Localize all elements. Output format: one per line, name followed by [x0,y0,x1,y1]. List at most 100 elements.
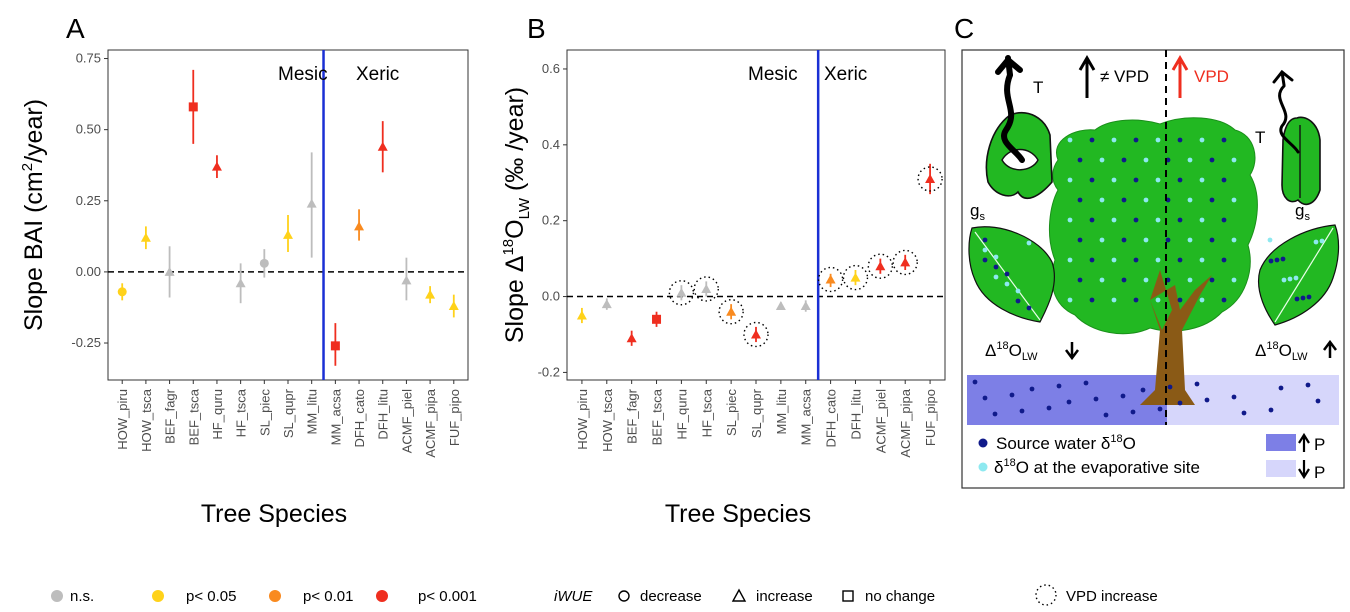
source-dot [1209,157,1215,163]
source-dot [1194,381,1200,387]
legend-ns-label: n.s. [70,588,94,605]
evaporative-dot [1231,157,1237,163]
evaporative-dot [1004,281,1010,287]
panel-a-y-ticks: -0.25 0.00 0.25 0.50 0.75 [71,51,108,350]
canopy-isotope-dots [1067,137,1237,303]
evaporative-dot [1231,237,1237,243]
x-tick-label-sl-piec: SL_piec [724,389,739,436]
vpd-increase-marker [743,321,769,348]
x-tick-label-sl-piec: SL_piec [257,389,272,436]
source-dot [1077,157,1083,163]
x-tick-label-fuf-pipo: FUF_pipo [447,389,462,446]
vpd-up-arrow-icon [1171,55,1189,98]
data-point-triangle [775,301,786,311]
panel-b-x-ticks: HOW_piru HOW_tsca BEF_fagr BEF_tsca HF_quru H… [575,380,938,458]
x-tick-label-how-piru: HOW_piru [115,389,130,450]
legend-ns-swatch [51,590,63,602]
source-dot [1019,408,1025,414]
data-point-triangle [800,301,811,311]
y-tick-label: 0.4 [542,137,560,152]
data-point-triangle [925,173,936,183]
legend-p05-label: p< 0.05 [186,588,236,605]
source-dot [1177,400,1183,406]
legend-p05-swatch [152,590,164,602]
label-delta-left: Δ18OLW [985,340,1038,363]
source-dot [1221,137,1227,143]
evaporative-dot [993,274,999,280]
y-tick-label: 0.75 [76,51,101,66]
figure-legend: n.s. p< 0.05 p< 0.01 p< 0.001 iWUE decre… [51,584,1158,606]
tree-trunk [1140,270,1212,405]
y-tick-label: 0.6 [542,61,560,76]
vpd-increase-marker [668,280,695,306]
source-dot [1077,277,1083,283]
evaporative-dot [1143,157,1149,163]
x-tick-label-dfh-cato: DFH_cato [352,389,367,448]
leaf-isotope-dots [982,237,1325,311]
evaporative-dot [1281,277,1287,283]
leaf-right-vein [1274,227,1334,323]
source-dot [982,237,988,243]
legend-circle-icon [618,590,630,602]
data-point-square [188,102,198,112]
evaporative-dot [1067,177,1073,183]
data-point-triangle [875,261,886,271]
source-dot [1167,384,1173,390]
data-point-triangle [850,272,861,282]
panel-b-marks [567,50,945,380]
label-vpd-neq: ≠ VPD [1100,67,1149,86]
label-gs-right: gs [1295,201,1310,223]
legend-nochange-label: no change [865,588,935,605]
source-dot [1305,382,1311,388]
source-dot [1177,297,1183,303]
source-dot [1306,294,1312,300]
vpd-neq-arrow-icon [1078,55,1096,98]
panel-b-y-axis-title: Slope Δ18OLW (‰ /year) [500,87,533,343]
source-dot [1221,217,1227,223]
data-point-triangle [900,257,911,267]
x-tick-label-acmf-pipa: ACMF_pipa [898,388,913,457]
panel-b-region-xeric: Xeric [824,64,867,85]
y-tick-label: 0.25 [76,193,101,208]
source-dot [1209,237,1215,243]
evaporative-dot [1155,137,1161,143]
x-tick-label-dfh-cato: DFH_cato [824,389,839,448]
legend-p001-label: p< 0.001 [418,588,477,605]
evaporative-dot [1067,297,1073,303]
x-tick-label-hf-tsca: HF_tsca [234,388,249,437]
source-dot [1015,298,1021,304]
data-point-triangle [306,198,317,208]
stomata-closed-icon [1281,116,1321,206]
evaporative-dot [1293,275,1299,281]
delta-left-down-arrow-icon [1065,342,1079,361]
evaporative-dot [1199,297,1205,303]
leaf-left [968,226,1056,323]
evaporative-dot [1187,277,1193,283]
x-tick-label-mm-litu: MM_litu [305,389,320,435]
source-dot [1130,409,1136,415]
label-p-up: P [1314,435,1325,454]
y-tick-label: 0.50 [76,122,101,137]
evaporative-dot [1111,217,1117,223]
evaporative-dot [1015,288,1021,294]
x-tick-label-how-piru: HOW_piru [575,389,590,450]
source-dot [1066,399,1072,405]
evaporative-dot [1187,237,1193,243]
x-tick-label-acmf-piel: ACMF_piel [873,389,888,453]
source-dot [1089,297,1095,303]
source-dot [1133,217,1139,223]
source-dot [1120,393,1126,399]
data-point-circle [259,258,269,268]
x-tick-label-mm-acsa: MM_acsa [799,388,814,445]
data-point-circle [117,287,127,297]
label-delta-right: Δ18OLW [1255,340,1308,363]
source-dot [1093,396,1099,402]
source-dot [1133,177,1139,183]
source-dot [1089,217,1095,223]
source-dot [1009,392,1015,398]
panel-b-chart: -0.2 0.0 0.2 0.4 0.6 HOW_piru HOW_tsca BEF_fag… [500,49,946,528]
data-point-triangle [211,161,222,171]
legend-increase-label: increase [756,588,813,605]
label-vpd: VPD [1194,67,1229,86]
panel-a-x-axis-title: Tree Species [201,500,347,528]
